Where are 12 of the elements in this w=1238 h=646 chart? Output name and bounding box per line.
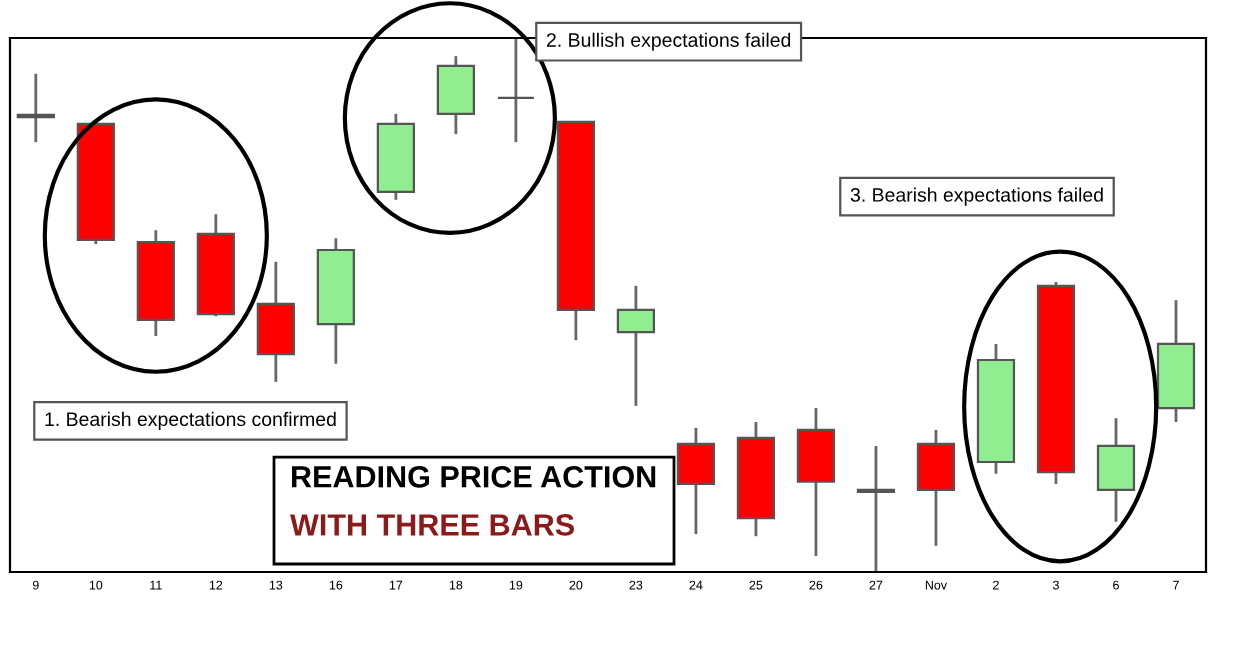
annotation: 2. Bullish expectations failed bbox=[546, 32, 791, 51]
candlestick bbox=[676, 426, 716, 536]
text: READING PRICE ACTION bbox=[292, 466, 656, 488]
candlestick bbox=[916, 428, 956, 548]
text: WITH THREE BARS bbox=[290, 514, 574, 536]
candlestick bbox=[1096, 416, 1136, 524]
candlestick bbox=[856, 444, 896, 574]
annotation: 3. Bearish expectations failed bbox=[850, 187, 1103, 206]
candlestick bbox=[616, 284, 656, 408]
annotation: 1. Bearish expectations confirmed bbox=[45, 411, 336, 430]
candlestick bbox=[16, 72, 55, 144]
candlestick bbox=[496, 36, 535, 144]
